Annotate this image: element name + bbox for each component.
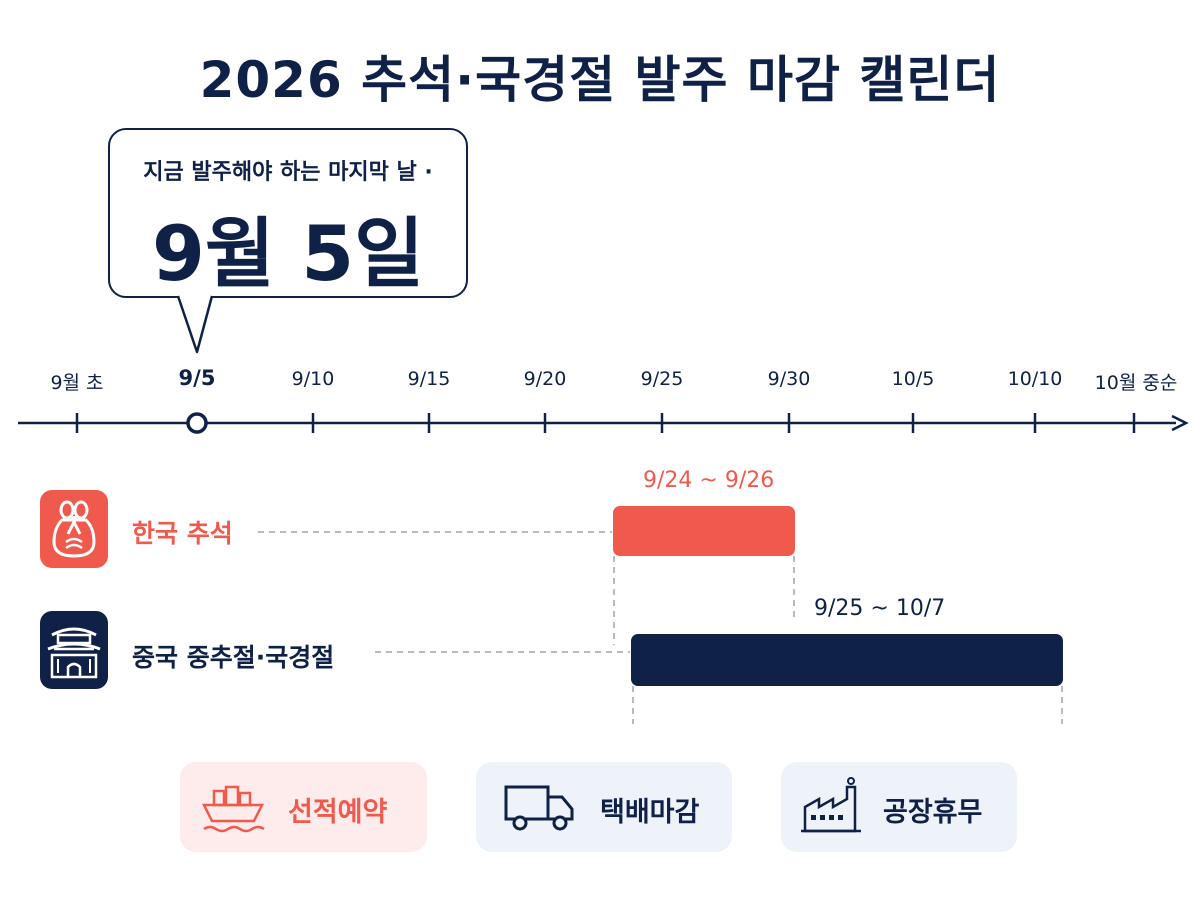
- tick-label: 9/25: [640, 368, 684, 390]
- callout-tail: [176, 295, 214, 354]
- legend-factory-closure: 공장휴무: [781, 762, 1017, 852]
- legend-shipping-booking: 선적예약: [180, 762, 427, 852]
- delivery-truck-icon: [504, 785, 574, 831]
- bar-range-china: 9/25 ~ 10/7: [814, 596, 946, 621]
- palace-gate-icon: [40, 611, 108, 689]
- legend-label: 택배마감: [600, 797, 700, 828]
- tick-label: 9/15: [407, 368, 451, 390]
- timeline-ticks: [75, 413, 1136, 433]
- tick-label: 9/30: [767, 368, 811, 390]
- timeline-arrow-head: [1171, 414, 1189, 432]
- row-label-china-holiday: 중국 중추절·국경절: [132, 643, 335, 672]
- deadline-callout: 지금 발주해야 하는 마지막 날 · 9월 5일: [108, 128, 468, 298]
- callout-subtitle: 지금 발주해야 하는 마지막 날 ·: [143, 160, 433, 185]
- tick-label: 10/10: [1007, 368, 1063, 390]
- legend-label: 선적예약: [288, 797, 388, 828]
- legend-label: 공장휴무: [883, 797, 983, 828]
- tick-label: 9/10: [291, 368, 335, 390]
- china-holiday-bar: [631, 634, 1063, 686]
- bar-range-korea: 9/24 ~ 9/26: [643, 468, 775, 493]
- tick-label: 10월 중순: [1094, 372, 1178, 394]
- row-label-korea-chuseok: 한국 추석: [132, 519, 233, 548]
- lucky-bag-icon: [40, 490, 108, 568]
- legend-delivery-cutoff: 택배마감: [476, 762, 732, 852]
- deadline-marker: [186, 412, 208, 434]
- tick-label: 9/20: [523, 368, 567, 390]
- cargo-ship-icon: [201, 785, 265, 833]
- korea-chuseok-bar: [613, 506, 795, 556]
- tick-label: 10/5: [891, 368, 935, 390]
- page-title: 2026 추석·국경절 발주 마감 캘린더: [199, 51, 1001, 109]
- callout-deadline-date: 9월 5일: [151, 209, 425, 298]
- tick-label: 9월 초: [50, 372, 104, 394]
- factory-icon: [801, 777, 861, 833]
- tick-label-deadline: 9/5: [178, 366, 216, 390]
